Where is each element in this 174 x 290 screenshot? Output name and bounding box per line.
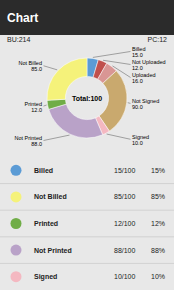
header-left: BU:214 xyxy=(7,36,30,43)
legend-separator xyxy=(0,210,174,211)
slice xyxy=(49,104,103,138)
legend: Billed 15/100 15% Not Billed 85/100 85% Printe… xyxy=(0,165,174,282)
legend-label: Not Printed xyxy=(34,247,72,254)
legend-percent: 85% xyxy=(151,193,165,200)
legend-swatch xyxy=(11,191,22,202)
donut xyxy=(47,58,127,138)
leader-line xyxy=(112,66,130,78)
slice-value: 16.0 xyxy=(132,78,143,84)
slice-value: 85.0 xyxy=(31,66,42,72)
legend-percent: 88% xyxy=(151,247,165,254)
legend-ratio: 10/100 xyxy=(114,273,136,280)
slice-value: 90.0 xyxy=(132,104,143,110)
legend-ratio: 88/100 xyxy=(114,247,136,254)
header-right: PC:12 xyxy=(148,36,168,43)
leader-line xyxy=(44,135,70,140)
legend-percent: 12% xyxy=(151,220,165,227)
leader-line xyxy=(44,105,47,106)
legend-ratio: 12/100 xyxy=(114,220,136,227)
legend-swatch xyxy=(11,245,22,256)
title: Chart xyxy=(7,11,38,25)
leader-line xyxy=(107,134,131,139)
title-bar xyxy=(0,0,174,35)
legend-swatch xyxy=(11,165,22,176)
slice-value: 12.0 xyxy=(31,107,42,113)
slice-value: 88.0 xyxy=(31,141,42,147)
legend-ratio: 15/100 xyxy=(114,167,136,174)
legend-swatch xyxy=(11,271,22,282)
legend-label: Signed xyxy=(34,273,57,281)
legend-percent: 10% xyxy=(151,273,165,280)
leader-line xyxy=(103,60,130,64)
legend-separator xyxy=(0,183,174,184)
background xyxy=(0,0,174,290)
chart: ChartBU:214PC:12Total:100Billed15.0Not U… xyxy=(0,0,174,290)
leader-line xyxy=(93,51,131,57)
leader-line xyxy=(128,102,131,104)
slice xyxy=(47,99,66,109)
legend-swatch xyxy=(11,218,22,229)
center-text: Total:100 xyxy=(72,95,102,102)
slice-value: 15.0 xyxy=(132,52,143,58)
legend-separator xyxy=(0,263,174,264)
legend-label: Billed xyxy=(34,167,53,174)
legend-percent: 15% xyxy=(151,167,165,174)
legend-label: Printed xyxy=(34,220,58,227)
slice-value: 10.0 xyxy=(132,140,143,146)
legend-label: Not Billed xyxy=(34,193,67,200)
leader-line xyxy=(44,66,58,70)
slice-value: 12.0 xyxy=(132,65,143,71)
legend-ratio: 85/100 xyxy=(114,193,136,200)
legend-separator xyxy=(0,236,174,237)
